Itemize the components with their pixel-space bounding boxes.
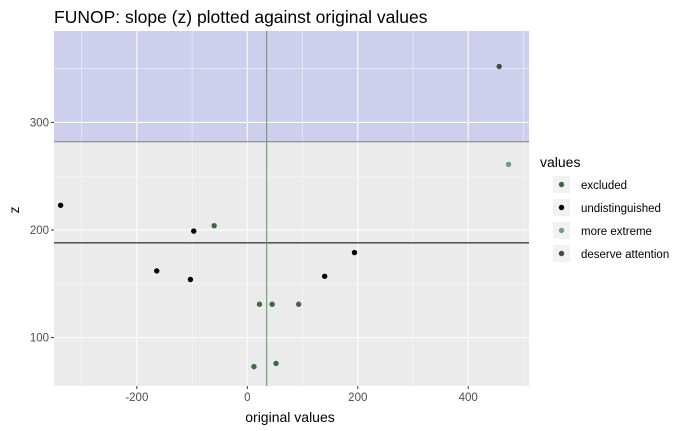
- shaded-region: [54, 31, 529, 142]
- data-point: [496, 63, 502, 70]
- data-point: [295, 301, 302, 307]
- y-axis-title: z: [6, 207, 22, 214]
- data-point: [351, 249, 358, 256]
- y-tick-label: 300: [30, 117, 49, 129]
- legend-swatch: [558, 204, 565, 211]
- x-tick-label: 400: [459, 392, 478, 404]
- legend-label: undistinguished: [581, 203, 661, 215]
- x-axis-title: original values: [245, 409, 335, 425]
- data-points: [57, 63, 512, 370]
- grid-lines: [54, 31, 529, 386]
- data-point: [321, 273, 328, 279]
- axes: -200 0 200 400 100 200 300: [30, 117, 478, 404]
- data-point: [269, 301, 275, 307]
- legend-label: excluded: [581, 180, 627, 192]
- data-point: [154, 268, 160, 274]
- legend-title: values: [540, 154, 580, 170]
- legend-label: deserve attention: [581, 249, 669, 261]
- data-point: [273, 360, 279, 367]
- chart-title: FUNOP: slope (z) plotted against origina…: [54, 7, 428, 27]
- data-point: [505, 161, 512, 168]
- data-point: [57, 202, 64, 208]
- data-point: [211, 223, 217, 229]
- plot-panel: [54, 31, 529, 386]
- reference-lines: [54, 31, 529, 386]
- x-tick-label: 200: [348, 392, 367, 404]
- data-point: [251, 363, 257, 370]
- legend-swatch: [558, 181, 565, 188]
- x-tick-label: -200: [125, 392, 148, 404]
- y-tick-label: 100: [30, 333, 49, 345]
- legend: values excluded undistinguished more extre…: [540, 154, 669, 262]
- legend-swatch: [558, 227, 565, 234]
- data-point: [256, 301, 263, 307]
- data-point: [191, 228, 197, 234]
- legend-label: more extreme: [581, 226, 652, 238]
- legend-swatch: [558, 250, 565, 257]
- x-tick-label: 0: [244, 392, 250, 404]
- data-point: [187, 276, 194, 283]
- y-tick-label: 200: [30, 225, 49, 237]
